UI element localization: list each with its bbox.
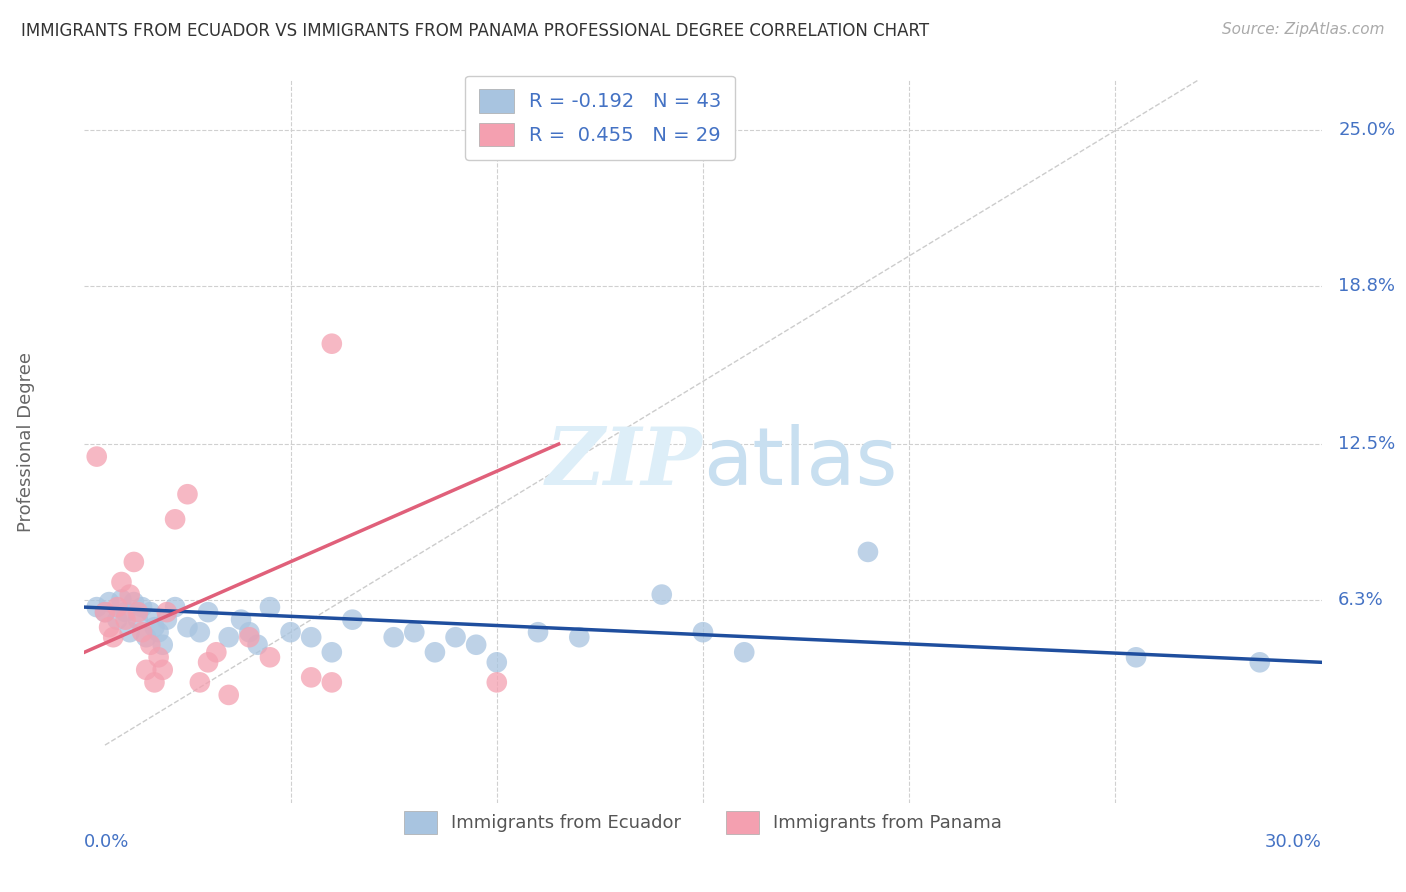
Point xyxy=(568,630,591,644)
Point xyxy=(176,620,198,634)
Point xyxy=(188,625,211,640)
Text: ZIP: ZIP xyxy=(546,425,703,502)
Point xyxy=(205,645,228,659)
Point xyxy=(465,638,488,652)
Text: 18.8%: 18.8% xyxy=(1339,277,1395,295)
Point xyxy=(110,575,132,590)
Point xyxy=(218,630,240,644)
Point xyxy=(404,625,426,640)
Point xyxy=(110,592,132,607)
Point xyxy=(259,600,281,615)
Point xyxy=(135,663,157,677)
Text: IMMIGRANTS FROM ECUADOR VS IMMIGRANTS FROM PANAMA PROFESSIONAL DEGREE CORRELATIO: IMMIGRANTS FROM ECUADOR VS IMMIGRANTS FR… xyxy=(21,22,929,40)
Point xyxy=(118,625,141,640)
Point xyxy=(148,650,170,665)
Point xyxy=(156,613,179,627)
Text: 30.0%: 30.0% xyxy=(1265,833,1322,851)
Point xyxy=(114,605,136,619)
Point xyxy=(98,595,121,609)
Point xyxy=(139,638,162,652)
Point xyxy=(1125,650,1147,665)
Point xyxy=(94,605,117,619)
Point xyxy=(197,655,219,669)
Text: 0.0%: 0.0% xyxy=(84,833,129,851)
Point xyxy=(321,336,343,351)
Point xyxy=(321,645,343,659)
Point xyxy=(423,645,446,659)
Point xyxy=(176,487,198,501)
Point xyxy=(238,625,260,640)
Point xyxy=(143,675,166,690)
Point xyxy=(165,600,187,615)
Point xyxy=(127,613,149,627)
Point xyxy=(299,670,322,684)
Point xyxy=(1249,655,1271,669)
Point xyxy=(856,545,879,559)
Point xyxy=(229,613,252,627)
Text: 12.5%: 12.5% xyxy=(1339,435,1395,453)
Point xyxy=(444,630,467,644)
Point xyxy=(118,588,141,602)
Point xyxy=(131,600,153,615)
Point xyxy=(651,588,673,602)
Text: atlas: atlas xyxy=(703,425,897,502)
Point xyxy=(156,605,179,619)
Text: 6.3%: 6.3% xyxy=(1339,591,1384,608)
Point xyxy=(94,605,117,619)
Point xyxy=(259,650,281,665)
Point xyxy=(733,645,755,659)
Point xyxy=(280,625,302,640)
Point xyxy=(342,613,364,627)
Point xyxy=(382,630,405,644)
Point xyxy=(152,638,174,652)
Point xyxy=(122,595,145,609)
Point xyxy=(692,625,714,640)
Text: Source: ZipAtlas.com: Source: ZipAtlas.com xyxy=(1222,22,1385,37)
Point xyxy=(86,450,108,464)
Point xyxy=(218,688,240,702)
Point xyxy=(246,638,269,652)
Point xyxy=(197,605,219,619)
Point xyxy=(135,630,157,644)
Point xyxy=(98,620,121,634)
Point xyxy=(485,655,508,669)
Text: 25.0%: 25.0% xyxy=(1339,121,1395,139)
Point xyxy=(527,625,550,640)
Point xyxy=(321,675,343,690)
Point xyxy=(143,620,166,634)
Point xyxy=(103,630,125,644)
Point xyxy=(238,630,260,644)
Point xyxy=(86,600,108,615)
Point xyxy=(148,625,170,640)
Legend: Immigrants from Ecuador, Immigrants from Panama: Immigrants from Ecuador, Immigrants from… xyxy=(396,805,1010,841)
Point xyxy=(188,675,211,690)
Point xyxy=(131,625,153,640)
Point xyxy=(299,630,322,644)
Point xyxy=(165,512,187,526)
Point xyxy=(114,613,136,627)
Point xyxy=(105,600,128,615)
Point xyxy=(152,663,174,677)
Point xyxy=(105,613,128,627)
Point xyxy=(127,605,149,619)
Point xyxy=(485,675,508,690)
Point xyxy=(122,555,145,569)
Point xyxy=(139,605,162,619)
Text: Professional Degree: Professional Degree xyxy=(17,351,35,532)
